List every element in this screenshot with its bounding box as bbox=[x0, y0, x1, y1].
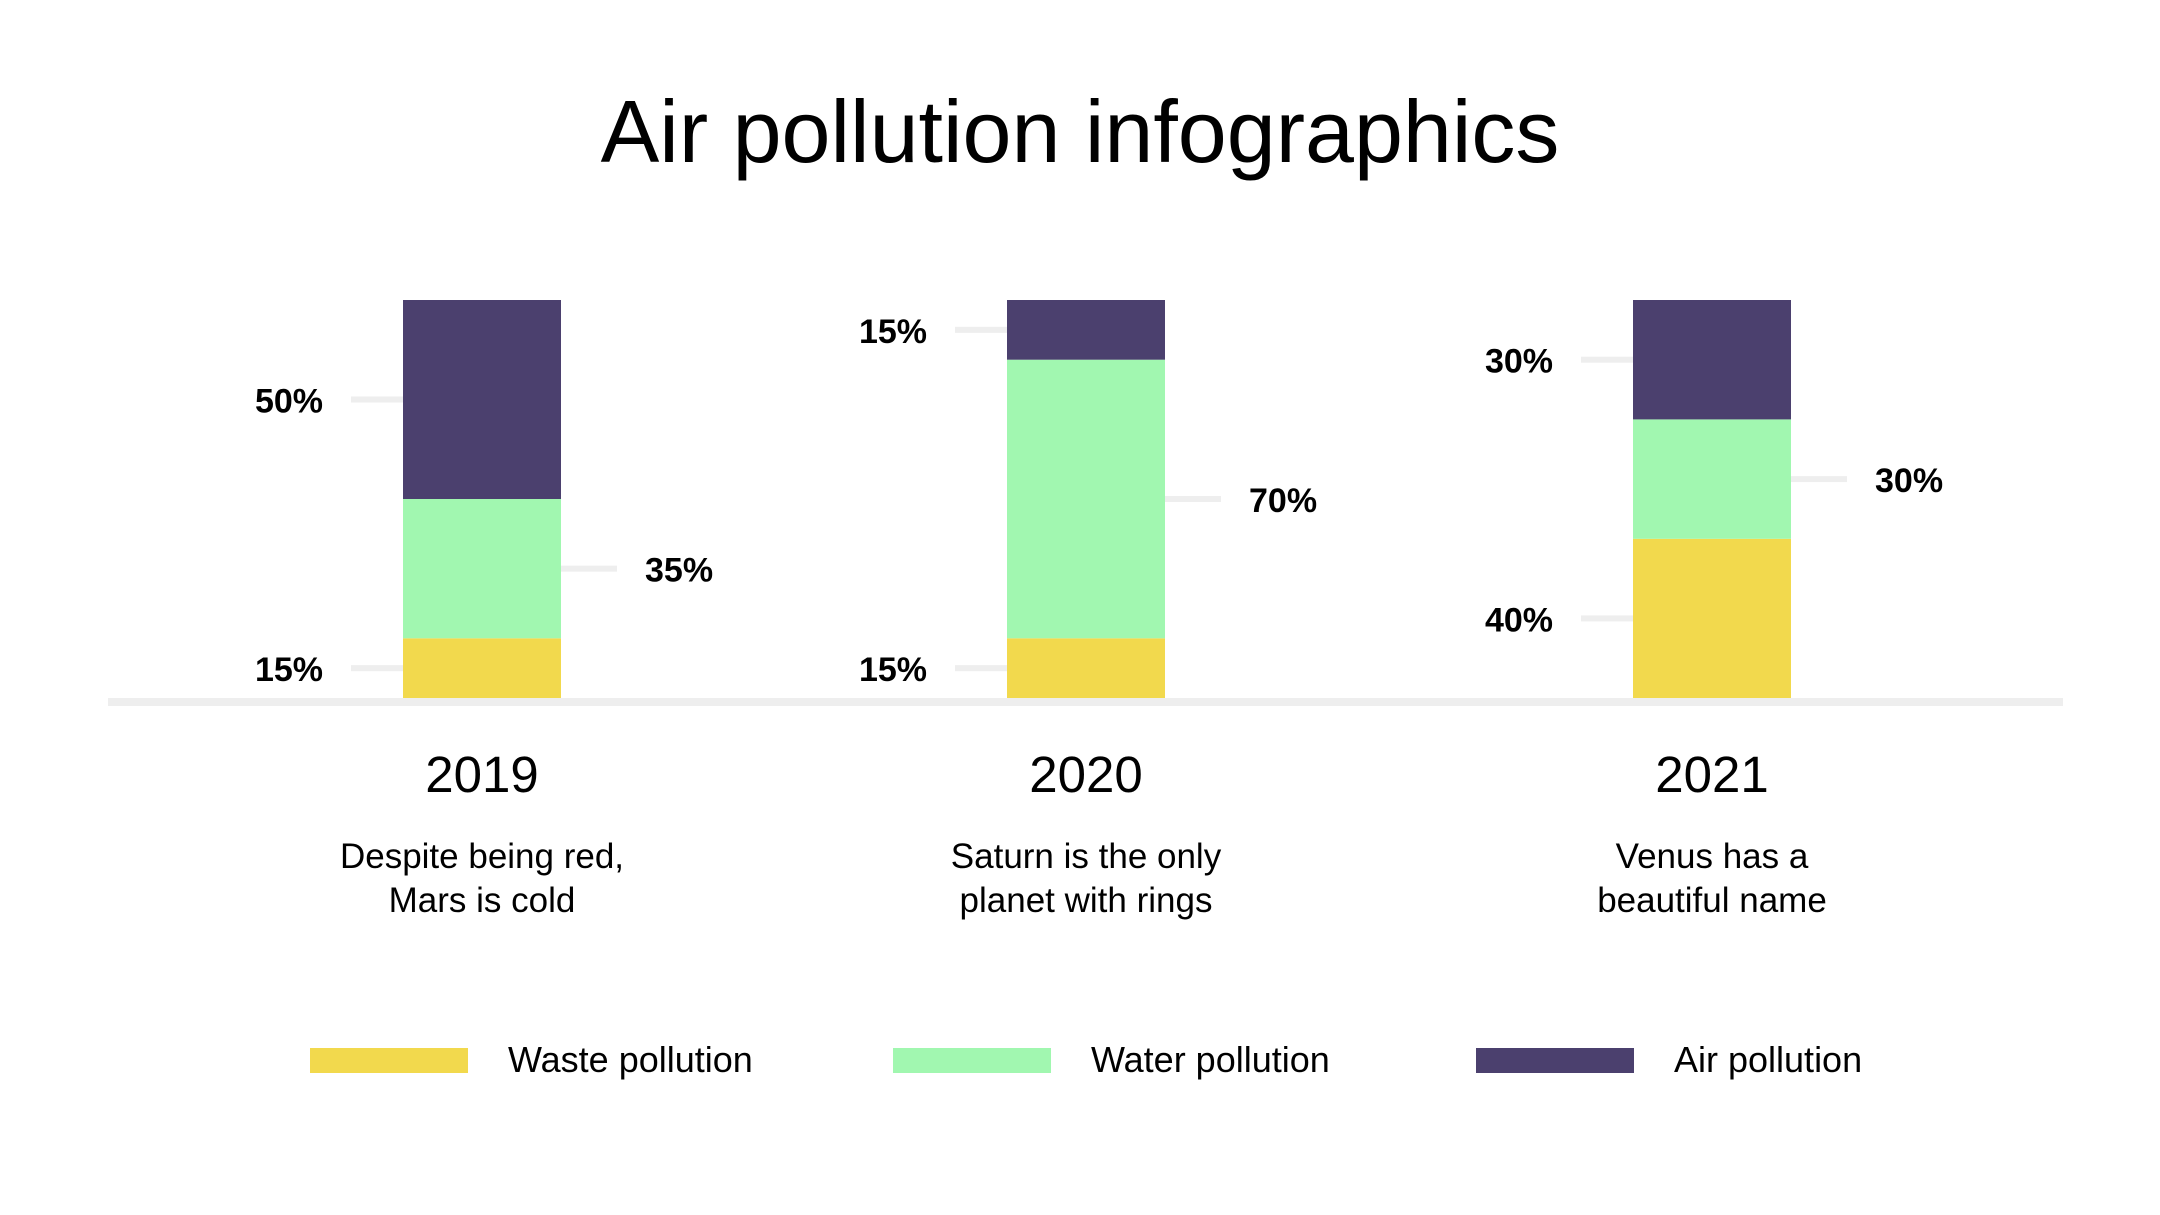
data-label-2019-air: 50% bbox=[255, 383, 323, 421]
bar-2021-waste bbox=[1633, 538, 1791, 698]
leader-line-2021-water bbox=[1791, 476, 1847, 483]
page-title: Air pollution infographics bbox=[600, 82, 1560, 181]
description-2020: Saturn is the only planet with rings bbox=[950, 837, 1222, 920]
bar-2019-waste bbox=[403, 638, 561, 698]
legend-item-air: Air pollution bbox=[1476, 1035, 1862, 1085]
legend-item-water: Water pollution bbox=[893, 1035, 1330, 1085]
leader-line-2020-air bbox=[955, 326, 1007, 333]
data-label-2020-air: 15% bbox=[859, 313, 927, 351]
description-2019: Despite being red, Mars is cold bbox=[339, 837, 625, 920]
leader-line-2020-waste bbox=[955, 665, 1007, 672]
chart-baseline bbox=[108, 698, 2063, 706]
bar-2020-water bbox=[1007, 359, 1165, 639]
legend-label-water: Water pollution bbox=[1091, 1039, 1330, 1080]
data-label-2020-water: 70% bbox=[1249, 482, 1317, 520]
data-label-2021-waste: 40% bbox=[1485, 601, 1553, 639]
legend-label-waste: Waste pollution bbox=[508, 1039, 753, 1080]
data-label-2021-air: 30% bbox=[1485, 343, 1553, 381]
bar-2020-air bbox=[1007, 300, 1165, 360]
data-label-2019-water: 35% bbox=[645, 552, 713, 590]
leader-line-2019-water bbox=[561, 565, 617, 572]
bar-2021-water bbox=[1633, 419, 1791, 539]
year-label-2020: 2020 bbox=[1029, 746, 1143, 803]
legend-swatch-air bbox=[1476, 1047, 1634, 1073]
bar-2021-air bbox=[1633, 300, 1791, 420]
bar-2020-waste bbox=[1007, 638, 1165, 698]
leader-line-2019-waste bbox=[351, 665, 403, 672]
data-label-2020-waste: 15% bbox=[859, 651, 927, 689]
data-label-2019-waste: 15% bbox=[255, 651, 323, 689]
year-label-2019: 2019 bbox=[425, 746, 539, 803]
legend-item-waste: Waste pollution bbox=[310, 1035, 753, 1085]
description-2021: Venus has a beautiful name bbox=[1597, 837, 1827, 920]
leader-line-2021-waste bbox=[1581, 615, 1633, 622]
leader-line-2020-water bbox=[1165, 496, 1221, 502]
leader-line-2021-air bbox=[1581, 356, 1633, 363]
data-label-2021-water: 30% bbox=[1875, 462, 1943, 500]
year-label-2021: 2021 bbox=[1655, 746, 1769, 803]
bar-2019-air bbox=[403, 300, 561, 499]
legend-swatch-waste bbox=[310, 1047, 468, 1073]
legend-label-air: Air pollution bbox=[1674, 1039, 1863, 1080]
legend-swatch-water bbox=[893, 1047, 1051, 1073]
bar-2019-water bbox=[403, 499, 561, 639]
leader-line-2019-air bbox=[351, 396, 403, 403]
